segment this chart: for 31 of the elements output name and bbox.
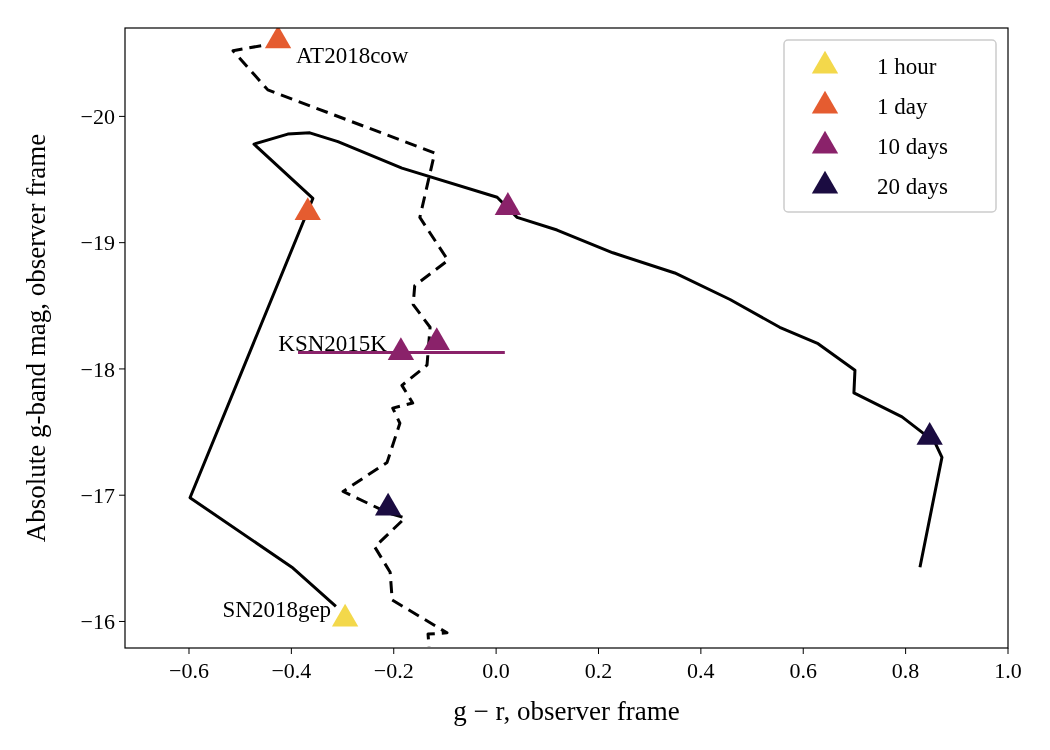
- x-axis-title: g − r, observer frame: [453, 696, 680, 726]
- legend-label: 1 hour: [877, 54, 937, 80]
- x-tick-label: −0.2: [373, 658, 414, 683]
- legend-label: 10 days: [877, 134, 948, 160]
- annotation: AT2018cow: [296, 42, 409, 68]
- annotation: SN2018gep: [222, 597, 332, 623]
- point: [294, 197, 321, 220]
- x-tick-label: 0.0: [482, 658, 510, 683]
- point: [916, 421, 943, 445]
- point: [494, 192, 522, 215]
- x-tick-label: −0.4: [271, 658, 312, 683]
- x-tick-label: −0.6: [169, 658, 209, 683]
- legend-label: 20 days: [877, 174, 948, 200]
- point: [264, 28, 292, 49]
- x-tick-label: 0.6: [789, 658, 817, 683]
- annotation: KSN2015K: [278, 330, 388, 356]
- y-tick-label: −18: [80, 356, 115, 382]
- y-tick-label: −19: [80, 230, 115, 256]
- legend-label: 1 day: [877, 94, 928, 120]
- point: [331, 603, 359, 627]
- y-tick-label: −17: [80, 482, 115, 508]
- point: [374, 492, 402, 516]
- x-tick-label: 0.4: [687, 658, 715, 683]
- y-axis-title: Absolute g-band mag, observer frame: [21, 133, 51, 543]
- y-tick-label: −20: [80, 104, 115, 130]
- point: [423, 327, 450, 351]
- point: [387, 337, 415, 361]
- x-tick-label: 1.0: [994, 658, 1022, 683]
- x-tick-label: 0.2: [584, 658, 613, 683]
- x-tick-label: 0.8: [891, 658, 920, 683]
- y-tick-label: −16: [80, 609, 115, 635]
